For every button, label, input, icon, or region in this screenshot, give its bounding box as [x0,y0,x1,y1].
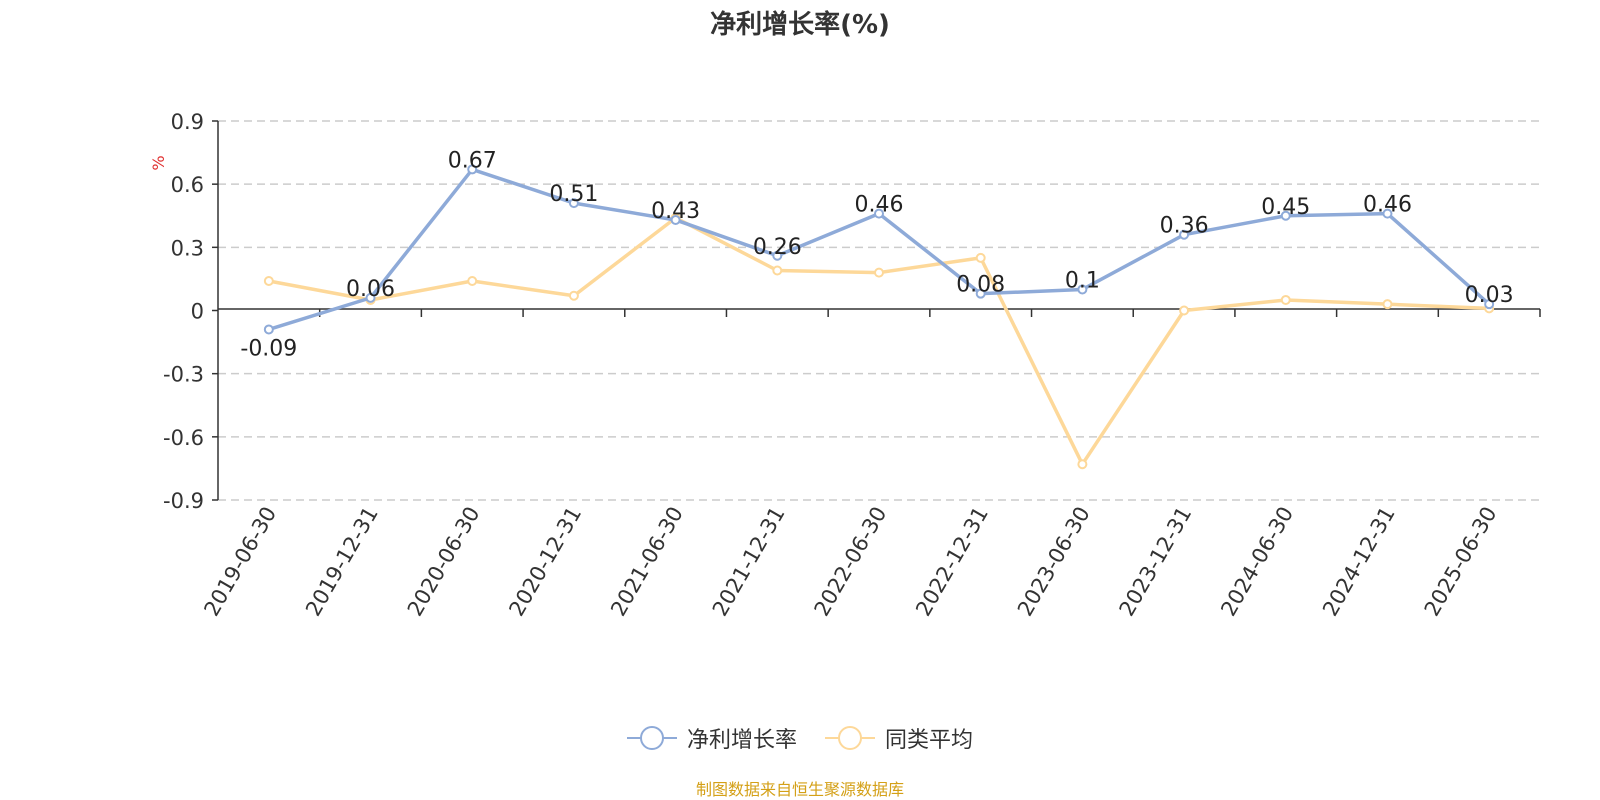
y-axis-unit-label: % [149,155,168,170]
data-label: 0.03 [1465,283,1514,308]
series-1-point [1179,229,1190,240]
x-tick-label: 2023-12-31 [1115,503,1197,621]
source-note: 制图数据来自恒生聚源数据库 [695,780,904,799]
x-tick-label: 2019-12-31 [301,503,383,621]
x-tick-label: 2024-12-31 [1318,503,1400,621]
series-2-point [1382,299,1393,310]
data-label: 0.46 [855,193,904,218]
y-tick-label: 0.3 [171,236,204,260]
x-tick-label: 2021-06-30 [606,503,688,621]
series-line-2 [268,216,1490,466]
x-tick-label: 2020-12-31 [504,503,586,621]
data-label: 0.51 [549,182,598,207]
series-2-point [263,276,274,287]
data-label: 0.26 [753,235,802,260]
series-1-point [1077,284,1088,295]
series-1-point [874,208,884,219]
y-tick-label: -0.6 [163,426,204,450]
data-label: 0.1 [1065,268,1100,293]
series-2-point [975,252,986,263]
data-label: 0.45 [1261,195,1310,220]
y-tick-label: 0.6 [171,173,204,197]
legend-item-series-2[interactable]: 同类平均 [825,722,973,754]
series-1-point [1484,299,1495,310]
y-tick-label: -0.3 [163,363,204,387]
data-label: 0.67 [448,148,497,173]
legend-label-series-1: 净利增长率 [686,728,797,753]
x-tick-label: 2021-12-31 [708,503,790,621]
x-tick-label: 2024-06-30 [1216,503,1298,621]
series-1-point [670,214,681,225]
series-1-point [365,292,376,303]
series-1-point [467,164,478,175]
series-2-point [1077,459,1088,470]
x-tick-label: 2022-12-31 [911,503,993,621]
x-tick-label: 2019-06-30 [199,503,281,621]
legend-item-series-1[interactable]: 净利增长率 [626,722,797,754]
series-2-point [1280,294,1291,305]
data-label: 0.36 [1160,214,1209,239]
x-tick-label: 2023-06-30 [1013,503,1095,621]
series-2-point [772,265,783,276]
series-1-point [975,288,986,299]
series-1-point [1280,210,1291,221]
data-label: -0.09 [240,336,297,361]
y-tick-label: 0.9 [171,110,204,134]
y-tick-label: -0.9 [163,489,204,513]
series-2-point [874,267,884,278]
data-label: 0.06 [346,277,395,302]
chart-title: 净利增长率(%) [710,10,890,40]
series-1-point [568,198,579,209]
series-1-point [772,250,783,261]
x-tick-label: 2025-06-30 [1420,503,1502,621]
data-label: 0.43 [651,199,700,224]
series-1-point [263,324,274,335]
y-tick-label: 0 [191,300,204,324]
data-label: 0.46 [1363,193,1412,218]
legend[interactable]: 净利增长率 同类平均 [0,722,1600,754]
data-label: 0.08 [956,273,1005,298]
series-2-point [568,290,579,301]
series-2-point [1179,305,1190,316]
legend-marker-series-2-icon [825,726,875,750]
series-1-point [1382,208,1393,219]
x-tick-label: 2020-06-30 [403,503,485,621]
x-tick-label: 2022-06-30 [810,503,892,621]
legend-marker-series-1-icon [626,726,677,750]
series-2-point [467,276,478,287]
legend-label-series-2: 同类平均 [885,728,974,753]
